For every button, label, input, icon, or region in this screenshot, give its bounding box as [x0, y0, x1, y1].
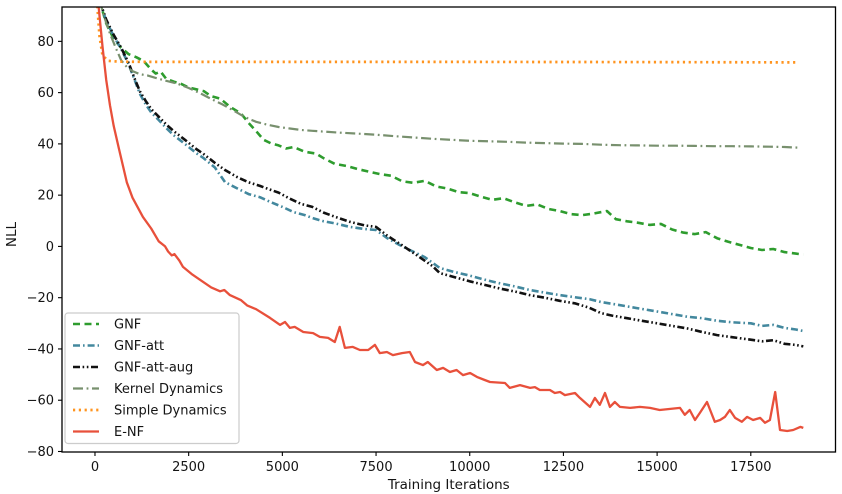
- x-axis-tick-label: 15000: [636, 460, 677, 475]
- legend-label-simple-dynamics: Simple Dynamics: [114, 404, 227, 419]
- x-axis-tick-label: 5000: [266, 460, 299, 475]
- gnf-att-aug-line: [100, 7, 804, 348]
- x-axis-tick-label: 2500: [172, 460, 205, 475]
- legend-label-gnf-att-aug: GNF-att-aug: [114, 361, 193, 376]
- e-nf-line: [97, 7, 804, 433]
- y-axis-tick-label: 80: [37, 35, 54, 50]
- x-axis-label: Training Iterations: [387, 477, 510, 493]
- legend-box: [64, 312, 240, 445]
- y-axis-tick-label: −60: [27, 394, 54, 409]
- x-axis-tick-label: 17500: [730, 460, 771, 475]
- gnf-line: [100, 7, 804, 256]
- plot-frame: [61, 6, 837, 453]
- x-axis-tick-label: 10000: [449, 460, 490, 475]
- y-axis-label: NLL: [4, 221, 20, 247]
- y-axis-tick-label: −40: [27, 342, 54, 357]
- legend-label-kernel-dynamics: Kernel Dynamics: [114, 382, 223, 397]
- y-axis-tick-label: 0: [46, 240, 54, 255]
- legend-label-gnf-att: GNF-att: [114, 339, 164, 354]
- x-axis-tick-label: 12500: [543, 460, 584, 475]
- y-axis-tick-label: −80: [27, 445, 54, 460]
- y-axis-tick-label: 20: [37, 189, 54, 204]
- gnf-att-line: [100, 7, 804, 333]
- y-axis-tick-label: 60: [37, 86, 54, 101]
- x-axis-tick-label: 7500: [360, 460, 393, 475]
- x-axis-tick-label: 0: [91, 460, 99, 475]
- kernel-dynamics-line: [100, 7, 800, 149]
- legend-label-e-nf: E-NF: [114, 425, 144, 440]
- y-axis-tick-label: −20: [27, 291, 54, 306]
- legend-label-gnf: GNF: [114, 318, 141, 333]
- y-axis-tick-label: 40: [37, 137, 54, 152]
